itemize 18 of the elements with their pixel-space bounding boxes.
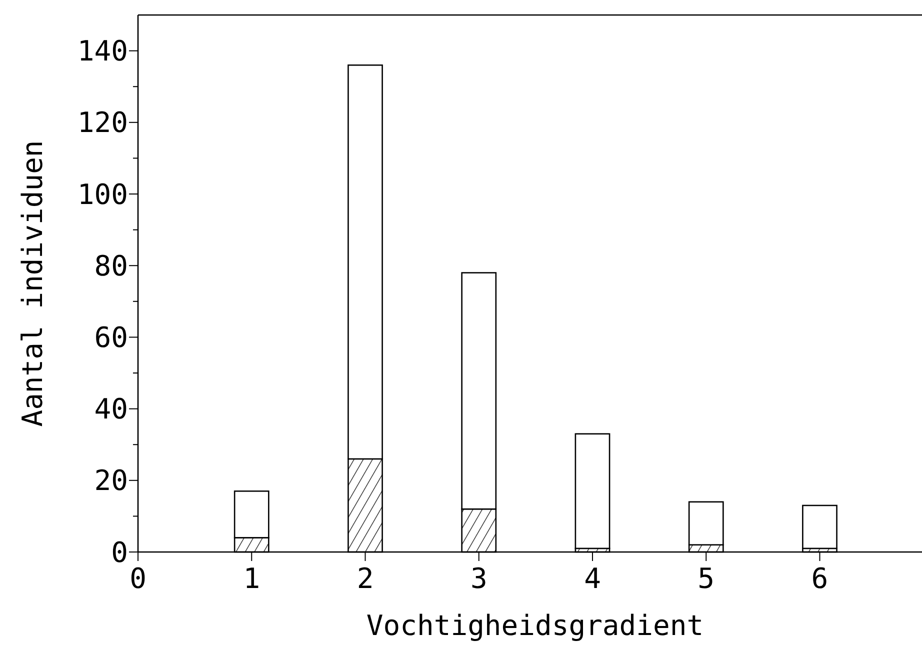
y-tick-label: 80 — [94, 249, 128, 282]
y-tick-label: 120 — [77, 106, 128, 140]
y-tick-label: 100 — [77, 178, 128, 211]
x-tick-label: 3 — [470, 562, 488, 595]
y-tick-label: 140 — [77, 34, 128, 68]
x-tick-label: 6 — [811, 562, 828, 595]
x-axis-title: Vochtigheidsgradient — [366, 609, 704, 642]
y-tick-label: 60 — [94, 321, 128, 354]
y-tick-label: 0 — [111, 536, 128, 569]
x-tick-label: 1 — [243, 562, 260, 595]
x-tick-label: 2 — [356, 562, 374, 595]
y-axis-title: Aantal individuen — [16, 140, 49, 427]
bar — [574, 433, 610, 550]
y-tick-label: 40 — [94, 392, 128, 426]
x-tick-label: 5 — [698, 562, 715, 595]
x-tick-label: 4 — [584, 562, 601, 595]
y-tick-label: 20 — [94, 464, 128, 498]
bar — [802, 504, 838, 550]
